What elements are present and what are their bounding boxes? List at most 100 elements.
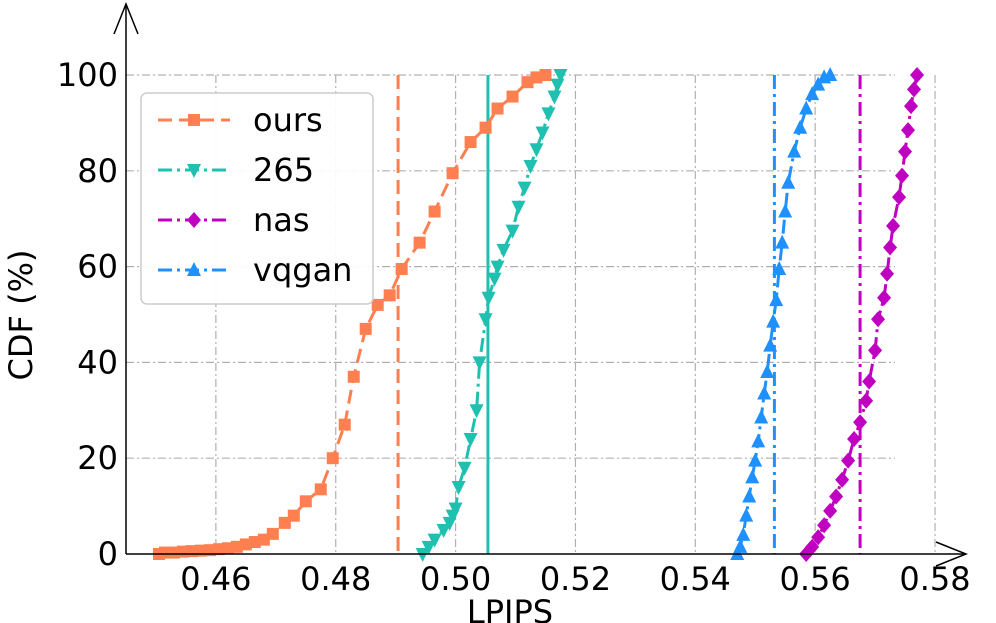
data-point-265 (517, 181, 532, 196)
data-point-265 (553, 69, 568, 83)
data-point-vqgan (781, 174, 796, 189)
data-point-vqgan (748, 452, 763, 467)
x-axis-arrow (935, 541, 969, 567)
data-point-vqgan (736, 526, 751, 541)
data-point-265 (478, 313, 493, 328)
data-point-265 (457, 461, 472, 476)
tick-labels: 0.46 0.48 0.50 0.52 0.54 0.56 0.58 0 20 40 60 80 100 (57, 56, 971, 598)
data-point-ours (299, 495, 312, 508)
data-point-ours (326, 452, 339, 465)
data-point-nas (862, 373, 877, 390)
data-point-nas (829, 488, 844, 505)
data-point-265 (481, 291, 496, 306)
data-point-265 (511, 200, 526, 215)
data-point-265 (427, 533, 442, 548)
series-265 (415, 69, 568, 562)
data-point-nas (823, 502, 838, 519)
x-tick-label: 0.58 (899, 560, 970, 598)
data-point-265 (469, 404, 484, 419)
data-point-nas (910, 67, 925, 83)
data-point-nas (886, 217, 901, 234)
data-point-vqgan (793, 119, 808, 134)
data-point-ours (338, 418, 351, 431)
data-point-vqgan (823, 67, 838, 81)
data-point-vqgan (742, 488, 757, 503)
data-point-vqgan (730, 546, 745, 560)
legend-label-265: 265 (253, 151, 314, 189)
x-tick-label: 0.52 (540, 560, 611, 598)
data-point-ours (266, 527, 279, 540)
data-point-nas (811, 529, 826, 546)
data-point-ours (371, 298, 384, 311)
data-point-nas (805, 538, 820, 555)
data-point-nas (868, 342, 883, 359)
y-axis-title: CDF (%) (2, 250, 40, 381)
data-point-vqgan (766, 313, 781, 328)
data-point-vqgan (763, 337, 778, 352)
data-point-265 (529, 143, 544, 158)
data-point-vqgan (769, 292, 784, 307)
legend-box (140, 92, 374, 305)
data-point-nas (883, 239, 898, 256)
data-point-nas (853, 414, 868, 431)
data-point-265 (505, 224, 520, 239)
x-tick-label: 0.56 (780, 560, 851, 598)
data-point-265 (535, 126, 550, 141)
legend-marker-ours (188, 114, 200, 126)
x-tick-label: 0.54 (660, 560, 731, 598)
data-point-265 (496, 243, 511, 258)
data-point-ours (428, 205, 441, 218)
data-point-vqgan (805, 86, 820, 101)
data-point-nas (877, 289, 892, 306)
data-point-265 (490, 260, 505, 275)
data-point-vqgan (811, 76, 826, 91)
data-point-ours (314, 483, 327, 496)
legend-label-vqgan: vqgan (253, 251, 352, 289)
data-point-nas (898, 143, 913, 160)
data-point-vqgan (775, 234, 790, 249)
data-point-nas (841, 452, 856, 469)
data-point-nas (817, 517, 832, 534)
y-tick-label: 60 (77, 248, 118, 286)
data-point-nas (847, 431, 862, 448)
data-point-265 (541, 107, 556, 122)
data-point-nas (835, 471, 850, 488)
data-point-265 (463, 433, 478, 448)
data-point-nas (871, 311, 886, 328)
axes (113, 1, 969, 567)
data-point-nas (904, 98, 919, 115)
data-point-ours (383, 289, 396, 302)
series-line-nas (805, 74, 919, 555)
legend-marker-nas (187, 212, 201, 228)
data-point-265 (448, 502, 463, 517)
legend-label-nas: nas (253, 201, 310, 239)
series-ours (152, 69, 552, 560)
data-point-265 (547, 90, 562, 105)
y-tick-label: 80 (77, 152, 118, 190)
data-point-ours (347, 370, 360, 383)
y-tick-label: 40 (77, 343, 118, 381)
x-tick-label: 0.46 (180, 560, 251, 598)
data-point-vqgan (757, 385, 772, 400)
data-point-vqgan (799, 100, 814, 115)
data-point-nas (901, 122, 916, 139)
data-point-265 (487, 272, 502, 287)
data-point-vqgan (751, 433, 766, 448)
data-point-ours (287, 509, 300, 522)
data-point-ours (539, 69, 552, 81)
x-axis-title: LPIPS (467, 593, 553, 623)
legend: ours 265 nas vqgan (140, 92, 374, 305)
data-point-vqgan (787, 143, 802, 158)
data-point-ours (491, 102, 504, 115)
series-vqgan (730, 67, 838, 560)
data-point-nas (895, 167, 910, 184)
data-point-265 (550, 78, 565, 93)
y-tick-label: 100 (57, 56, 118, 94)
y-tick-label: 20 (77, 439, 118, 477)
data-point-vqgan (778, 203, 793, 218)
data-point-ours (464, 136, 477, 149)
data-point-nas (859, 392, 874, 409)
data-point-265 (451, 480, 466, 495)
x-tick-label: 0.48 (300, 560, 371, 598)
